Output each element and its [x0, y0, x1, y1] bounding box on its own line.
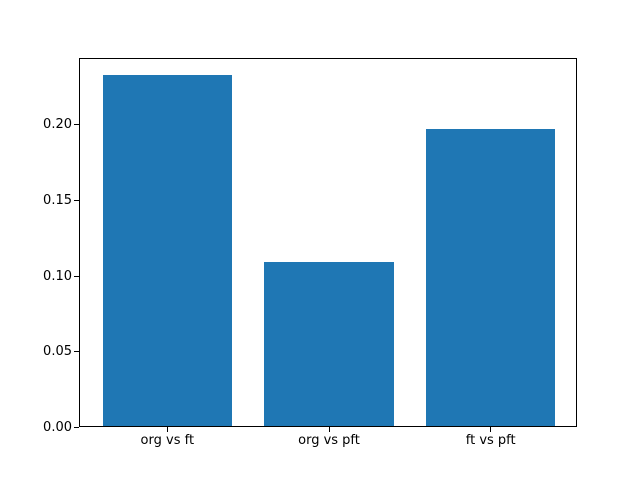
x-tick-mark — [166, 427, 168, 432]
y-tick-label: 0.05 — [43, 344, 72, 360]
x-tick-label: ft vs pft — [465, 433, 516, 448]
x-tick-mark — [328, 427, 330, 432]
x-tick-label: org vs pft — [298, 433, 360, 448]
axes-plot-area: 0.00 0.05 0.10 0.15 0.20 org vs ft org vs pft f… — [43, 58, 577, 448]
y-tick-mark — [74, 275, 79, 277]
y-tick-label: 0.20 — [43, 117, 72, 132]
bar-org-vs-ft — [102, 74, 232, 426]
y-tick-label: 0.00 — [43, 420, 72, 435]
y-tick-mark — [74, 351, 79, 353]
y-tick-label: 0.10 — [43, 268, 72, 284]
bar-org-vs-pft — [264, 262, 394, 426]
x-tick-mark — [490, 427, 492, 432]
x-tick-label: org vs ft — [140, 433, 195, 448]
y-tick-mark — [74, 124, 79, 125]
bar-ft-vs-pft — [426, 129, 556, 426]
y-tick-label: 0.15 — [43, 192, 72, 208]
y-tick-mark — [74, 427, 79, 428]
y-tick-mark — [74, 199, 79, 201]
